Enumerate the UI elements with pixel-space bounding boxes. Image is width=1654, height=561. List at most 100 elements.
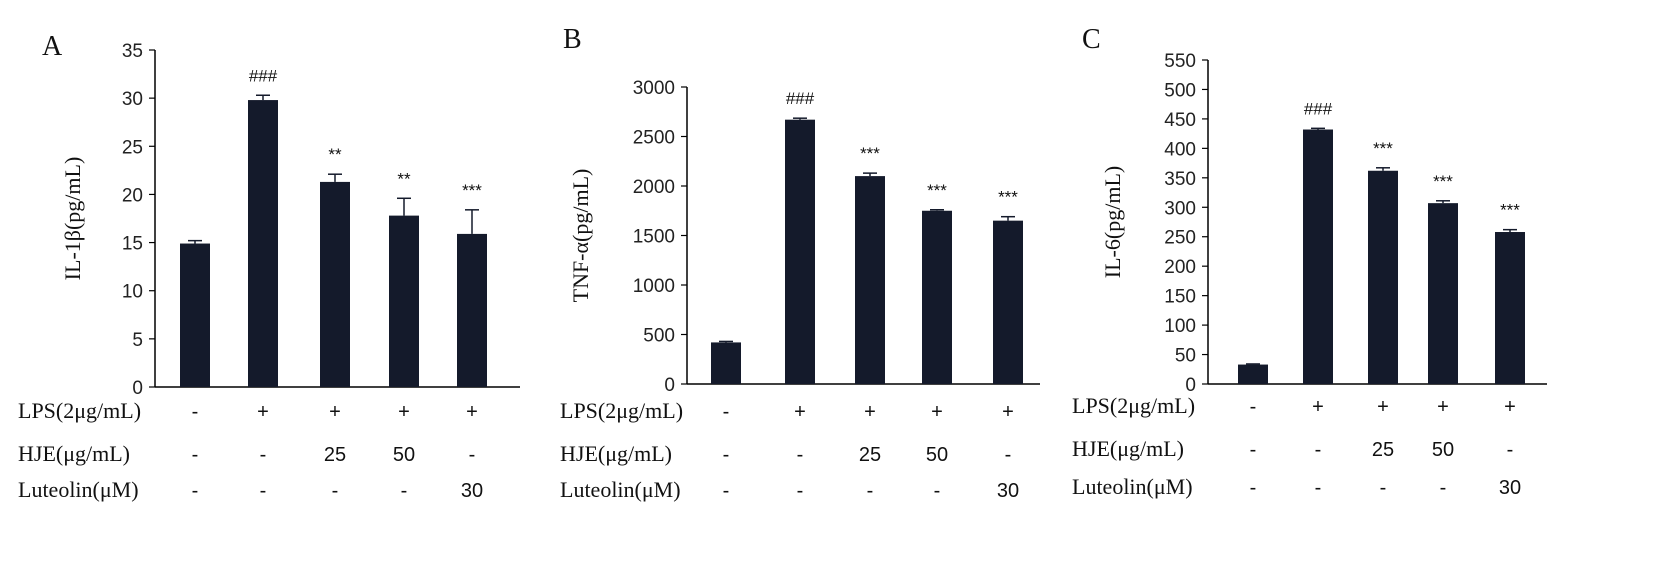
significance-label: ### xyxy=(1304,99,1333,118)
significance-label: *** xyxy=(998,188,1018,207)
bar xyxy=(248,100,278,387)
treatment-row-label: LPS(2μg/mL) xyxy=(560,398,683,423)
significance-label: ### xyxy=(249,66,278,85)
y-tick-label: 100 xyxy=(1164,316,1196,337)
treatment-value: + xyxy=(257,401,269,423)
y-tick-label: 400 xyxy=(1164,139,1196,160)
y-tick-label: 2000 xyxy=(633,177,675,198)
significance-label: ### xyxy=(786,89,815,108)
treatment-value: - xyxy=(192,480,199,502)
treatment-value: - xyxy=(1005,444,1012,466)
y-tick-label: 1500 xyxy=(633,227,675,248)
treatment-row-label: LPS(2μg/mL) xyxy=(18,398,141,423)
y-tick-label: 150 xyxy=(1164,287,1196,308)
treatment-value: 25 xyxy=(324,444,346,466)
bar xyxy=(180,243,210,387)
treatment-value: + xyxy=(1312,396,1324,418)
treatment-value: - xyxy=(723,401,730,423)
treatment-value: - xyxy=(260,480,267,502)
bar xyxy=(1428,203,1458,384)
y-tick-label: 15 xyxy=(122,234,143,255)
significance-label: ** xyxy=(328,145,342,164)
y-tick-label: 1000 xyxy=(633,276,675,297)
treatment-value: - xyxy=(723,444,730,466)
treatment-value: + xyxy=(1002,401,1014,423)
treatment-value: - xyxy=(1250,439,1257,461)
treatment-value: + xyxy=(794,401,806,423)
treatment-value: - xyxy=(401,480,408,502)
bar xyxy=(711,342,741,384)
treatment-value: 50 xyxy=(926,444,948,466)
treatment-value: - xyxy=(469,444,476,466)
treatment-value: + xyxy=(931,401,943,423)
y-tick-label: 0 xyxy=(664,375,675,396)
treatment-value: + xyxy=(1437,396,1449,418)
bar xyxy=(320,181,350,387)
significance-label: *** xyxy=(462,181,482,200)
treatment-value: - xyxy=(260,444,267,466)
y-tick-label: 25 xyxy=(122,137,143,158)
treatment-value: - xyxy=(934,480,941,502)
y-axis-title: IL-1β(pg/mL) xyxy=(60,157,85,281)
treatment-row-label: Luteolin(μM) xyxy=(1072,474,1193,499)
y-tick-label: 450 xyxy=(1164,110,1196,131)
treatment-value: + xyxy=(1377,396,1389,418)
bar xyxy=(1368,170,1398,384)
y-tick-label: 550 xyxy=(1164,51,1196,72)
bar xyxy=(855,176,885,384)
treatment-row-label: LPS(2μg/mL) xyxy=(1072,393,1195,418)
y-tick-label: 500 xyxy=(643,326,675,347)
significance-label: *** xyxy=(927,181,947,200)
treatment-value: - xyxy=(867,480,874,502)
treatment-row-label: Luteolin(μM) xyxy=(18,477,139,502)
bar xyxy=(922,210,952,384)
treatment-row-label: HJE(μg/mL) xyxy=(18,441,130,466)
y-tick-label: 350 xyxy=(1164,169,1196,190)
bar xyxy=(1238,364,1268,384)
treatment-value: 50 xyxy=(1432,439,1454,461)
treatment-value: - xyxy=(192,401,199,423)
treatment-value: - xyxy=(797,444,804,466)
treatment-value: + xyxy=(864,401,876,423)
treatment-value: 50 xyxy=(393,444,415,466)
y-tick-label: 0 xyxy=(1185,375,1196,396)
bar xyxy=(457,233,487,387)
treatment-value: - xyxy=(1250,396,1257,418)
treatment-value: 30 xyxy=(461,480,483,502)
y-tick-label: 10 xyxy=(122,282,143,303)
y-tick-label: 3000 xyxy=(633,78,675,99)
treatment-value: 25 xyxy=(1372,439,1394,461)
treatment-value: - xyxy=(1507,439,1514,461)
treatment-value: - xyxy=(723,480,730,502)
treatment-value: - xyxy=(1380,477,1387,499)
treatment-value: - xyxy=(1315,439,1322,461)
panel-letter: B xyxy=(563,24,582,55)
bar xyxy=(785,119,815,385)
significance-label: *** xyxy=(1433,172,1453,191)
treatment-value: + xyxy=(398,401,410,423)
treatment-value: + xyxy=(329,401,341,423)
treatment-value: - xyxy=(1440,477,1447,499)
bar xyxy=(1303,129,1333,384)
treatment-value: 30 xyxy=(997,480,1019,502)
significance-label: *** xyxy=(860,144,880,163)
treatment-row-label: Luteolin(μM) xyxy=(560,477,681,502)
panel-b: B 0 500 1000 1500 2000 2500 3000 TNF-α(pg/mL) ###… xyxy=(560,24,1040,502)
y-tick-label: 300 xyxy=(1164,198,1196,219)
treatment-row-label: HJE(μg/mL) xyxy=(560,441,672,466)
treatment-value: - xyxy=(1315,477,1322,499)
y-axis-title: TNF-α(pg/mL) xyxy=(568,169,593,303)
y-tick-label: 250 xyxy=(1164,228,1196,249)
y-tick-label: 50 xyxy=(1175,346,1196,367)
treatment-value: - xyxy=(797,480,804,502)
treatment-value: - xyxy=(332,480,339,502)
y-tick-label: 500 xyxy=(1164,80,1196,101)
treatment-value: 25 xyxy=(859,444,881,466)
bar xyxy=(1495,232,1525,384)
panel-a: A05101520253035IL-1β(pg/mL)###*******LPS… xyxy=(18,31,520,502)
panel-c: C 0 50 100 150 200 250 300 350 400 450 500 550 IL-6(p… xyxy=(1072,24,1547,499)
significance-label: ** xyxy=(397,169,411,188)
significance-label: *** xyxy=(1500,201,1520,220)
y-tick-label: 30 xyxy=(122,89,143,110)
